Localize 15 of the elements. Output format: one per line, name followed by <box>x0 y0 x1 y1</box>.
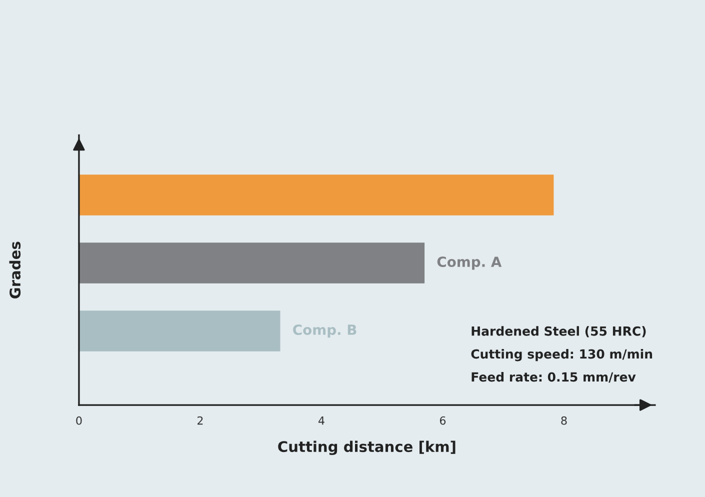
x-tick-label: 0 <box>76 416 82 425</box>
y-tick-label: Comp. A <box>437 256 502 270</box>
x-tick-label: 8 <box>561 416 567 425</box>
y-tick-label: Comp. B <box>293 324 356 338</box>
bar <box>78 174 554 216</box>
annotation: Feed rate: 0.15 mm/rev <box>472 372 636 383</box>
annotation: Hardened Steel (55 HRC) <box>472 326 646 338</box>
x-tick-label: 4 <box>318 416 324 425</box>
bar <box>78 242 425 284</box>
x-axis-title: Cutting distance [km] <box>278 440 456 456</box>
y-axis-title: Grades <box>9 242 21 298</box>
bar <box>78 310 280 352</box>
x-tick-label: 6 <box>440 416 446 425</box>
x-tick-label: 2 <box>198 416 203 425</box>
annotation: Cutting speed: 130 m/min <box>471 349 652 362</box>
